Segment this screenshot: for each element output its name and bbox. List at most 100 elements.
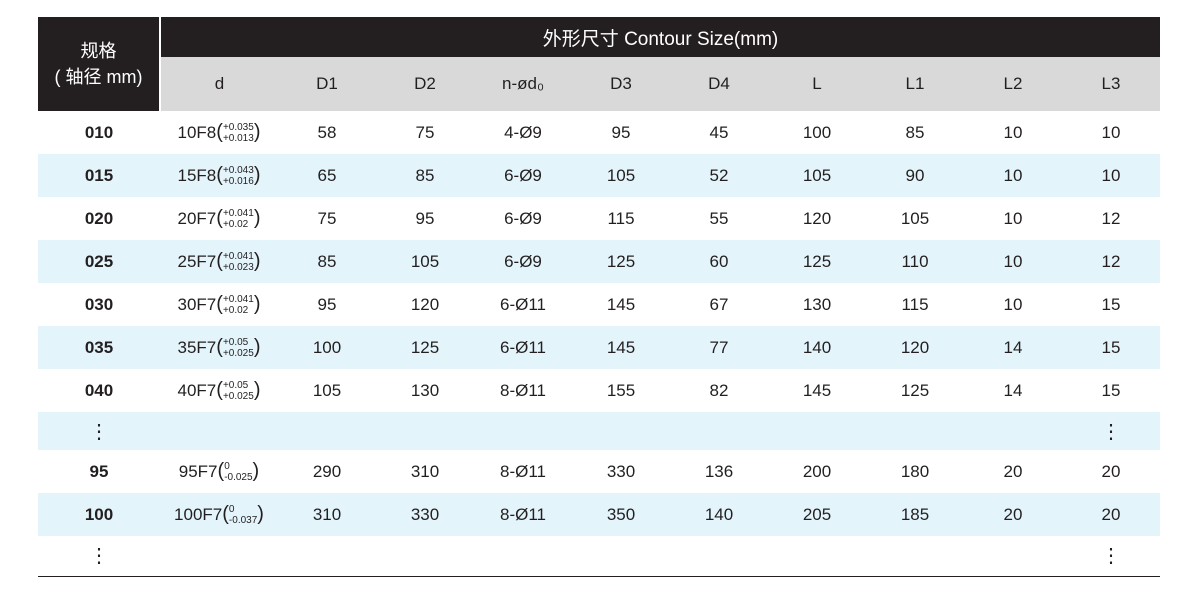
value-cell: 14 [1003, 337, 1023, 357]
value-cell: 105 [900, 208, 930, 228]
column-header: L1 [866, 57, 964, 111]
value-cell: 120 [410, 294, 440, 314]
value-cell: 77 [709, 337, 729, 357]
value-cell: 105 [312, 380, 342, 400]
value-cell: 310 [312, 504, 342, 524]
value-cell: 10 [1003, 251, 1023, 271]
value-cell: 350 [606, 504, 636, 524]
upper-tolerance: +0.041 [222, 207, 254, 219]
value-cell: 95 [611, 122, 631, 142]
d-value: 10F8 [177, 122, 217, 142]
column-header: D2 [376, 57, 474, 111]
spec-cell: 030 [84, 294, 114, 314]
value-cell: 75 [415, 122, 435, 142]
value-cell: 82 [709, 380, 729, 400]
value-cell: 10 [1101, 165, 1121, 185]
value-cell: 290 [312, 461, 342, 481]
value-cell: 136 [704, 461, 734, 481]
ellipsis-cell [768, 412, 866, 450]
d-cell: 10F8(+0.035 +0.013) [177, 121, 261, 144]
ellipsis-cell: ⋮ [1101, 544, 1122, 567]
column-header: D4 [670, 57, 768, 111]
upper-tolerance: +0.041 [222, 250, 254, 262]
column-header: D3 [572, 57, 670, 111]
lower-tolerance: +0.025 [222, 390, 254, 402]
value-cell: 85 [905, 122, 925, 142]
ellipsis-cell: ⋮ [1101, 420, 1122, 443]
value-cell: 140 [802, 337, 832, 357]
value-cell: 130 [802, 294, 832, 314]
d-value: 95F7 [178, 461, 218, 481]
value-cell: 4-Ø9 [504, 122, 542, 142]
value-cell: 65 [317, 165, 337, 185]
d-cell: 40F7(+0.05 +0.025) [177, 379, 261, 402]
ellipsis-cell [866, 412, 964, 450]
value-cell: 6-Ø9 [504, 165, 542, 185]
spec-cell: 035 [84, 337, 114, 357]
value-cell: 55 [709, 208, 729, 228]
lower-tolerance: -0.037 [228, 514, 258, 526]
value-cell: 6-Ø11 [500, 294, 546, 314]
d-cell: 30F7(+0.041 +0.02) [177, 293, 261, 316]
table-row: 035 35F7(+0.05 +0.025) 100 125 6-Ø11 145 77 140 1… [38, 326, 1161, 369]
spec-header-line1: 规格 [80, 41, 117, 61]
value-cell: 14 [1003, 380, 1023, 400]
d-cell: 100F7(0 -0.037) [174, 503, 264, 526]
value-cell: 6-Ø9 [504, 208, 542, 228]
value-cell: 52 [709, 165, 729, 185]
upper-tolerance: +0.05 [222, 379, 249, 391]
ellipsis-cell [964, 412, 1062, 450]
value-cell: 10 [1003, 122, 1023, 142]
d-value: 15F8 [177, 165, 217, 185]
value-cell: 120 [802, 208, 832, 228]
value-cell: 330 [606, 461, 636, 481]
value-cell: 105 [802, 165, 832, 185]
column-header: n-ød₀ [474, 57, 572, 111]
spec-cell: 040 [84, 380, 114, 400]
value-cell: 140 [704, 504, 734, 524]
value-cell: 60 [709, 251, 729, 271]
table-row: 100 100F7(0 -0.037) 310 330 8-Ø11 350 140 205 185… [38, 493, 1161, 536]
value-cell: 15 [1101, 294, 1121, 314]
column-header: L [768, 57, 866, 111]
upper-tolerance: +0.035 [222, 121, 254, 133]
value-cell: 115 [901, 294, 929, 314]
value-cell: 145 [606, 294, 636, 314]
spec-cell: 010 [84, 122, 114, 142]
value-cell: 15 [1101, 337, 1121, 357]
value-cell: 10 [1003, 294, 1023, 314]
value-cell: 200 [802, 461, 832, 481]
spec-cell: 100 [84, 504, 114, 524]
contour-size-table: 规格 ( 轴径 mm) 外形尺寸 Contour Size(mm) d D1 D2 n-… [38, 17, 1161, 574]
table-row: 020 20F7(+0.041 +0.02) 75 95 6-Ø9 115 55 120 105 1… [38, 197, 1160, 240]
value-cell: 10 [1101, 122, 1121, 142]
ellipsis-cell [768, 536, 866, 574]
value-cell: 125 [606, 251, 636, 271]
value-cell: 105 [606, 165, 636, 185]
ellipsis-cell [474, 412, 572, 450]
d-cell: 95F7(0 -0.025) [178, 460, 260, 483]
ellipsis-row: ⋮ ⋮ [38, 412, 1161, 450]
lower-tolerance: +0.02 [222, 218, 249, 230]
table-row: 030 30F7(+0.041 +0.02) 95 120 6-Ø11 145 67 130 11… [38, 283, 1160, 326]
upper-tolerance: 0 [224, 460, 230, 472]
value-cell: 12 [1101, 251, 1121, 271]
value-cell: 155 [606, 380, 636, 400]
d-value: 100F7 [174, 504, 223, 524]
value-cell: 75 [317, 208, 337, 228]
ellipsis-cell [278, 412, 376, 450]
value-cell: 145 [802, 380, 832, 400]
value-cell: 58 [317, 122, 337, 142]
column-header: L3 [1062, 57, 1161, 111]
lower-tolerance: +0.013 [222, 132, 254, 144]
column-header: L2 [964, 57, 1062, 111]
spec-cell: 025 [84, 251, 114, 271]
d-value: 30F7 [177, 294, 217, 314]
d-value: 20F7 [177, 208, 217, 228]
lower-tolerance: +0.02 [222, 304, 249, 316]
value-cell: 67 [709, 294, 729, 314]
value-cell: 8-Ø11 [500, 380, 546, 400]
table-row: 015 15F8(+0.043 +0.016) 65 85 6-Ø9 105 52 105 90 1… [38, 154, 1161, 197]
value-cell: 45 [709, 122, 729, 142]
ellipsis-cell [670, 412, 768, 450]
